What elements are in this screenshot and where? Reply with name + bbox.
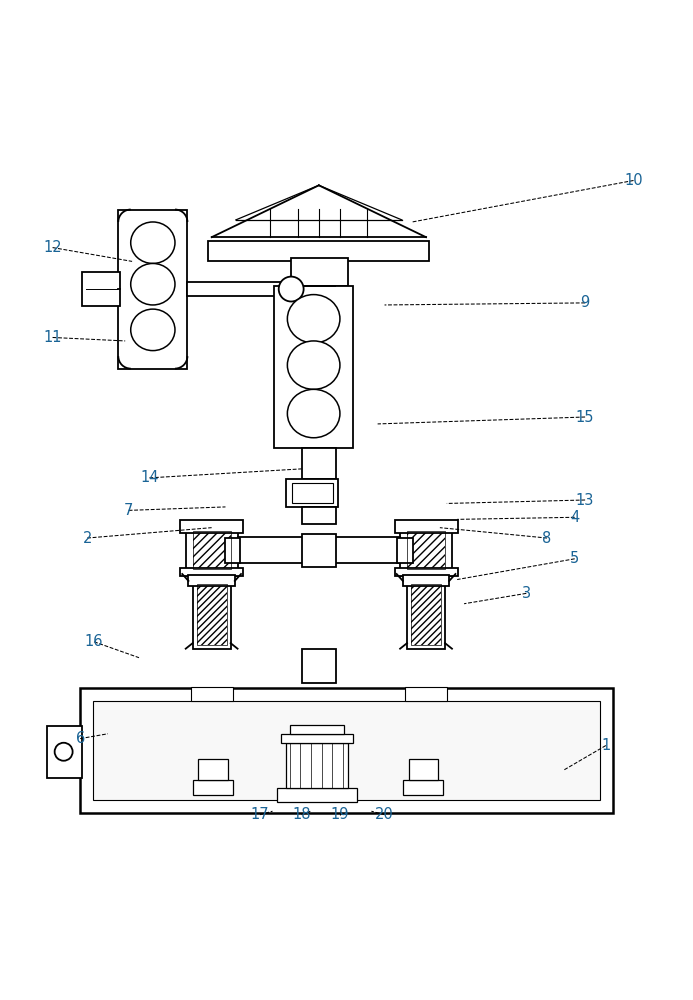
Bar — [274, 286, 353, 448]
Ellipse shape — [131, 222, 175, 263]
Text: 10: 10 — [624, 173, 643, 188]
Ellipse shape — [288, 341, 340, 389]
Text: 8: 8 — [543, 531, 552, 546]
Bar — [394, 568, 457, 576]
Text: 17: 17 — [251, 807, 270, 822]
Bar — [301, 261, 336, 272]
Bar — [82, 272, 121, 306]
Text: 3: 3 — [522, 586, 531, 601]
Bar — [193, 580, 231, 649]
Ellipse shape — [288, 295, 340, 343]
Text: 5: 5 — [570, 551, 579, 566]
Bar — [403, 780, 444, 795]
Bar — [193, 780, 233, 795]
Ellipse shape — [131, 263, 175, 305]
Bar — [197, 584, 227, 645]
Text: 16: 16 — [85, 634, 103, 649]
Bar — [407, 531, 445, 569]
Text: 9: 9 — [581, 295, 590, 310]
Bar — [286, 743, 348, 788]
Bar — [80, 688, 613, 813]
Text: 11: 11 — [44, 330, 62, 345]
Bar — [180, 520, 243, 533]
Bar — [301, 649, 336, 683]
Text: 18: 18 — [292, 807, 310, 822]
Bar — [411, 584, 441, 645]
Bar — [197, 584, 227, 645]
Bar — [188, 575, 235, 586]
Bar — [411, 584, 441, 645]
Bar — [286, 479, 338, 507]
Text: 20: 20 — [375, 807, 394, 822]
Bar — [93, 701, 600, 800]
Ellipse shape — [288, 389, 340, 438]
Bar — [405, 687, 447, 701]
Bar — [403, 575, 449, 586]
Bar — [238, 537, 400, 563]
Text: 1: 1 — [602, 738, 611, 753]
Bar — [301, 507, 336, 524]
Text: 4: 4 — [570, 510, 579, 525]
Bar — [281, 734, 353, 743]
Bar — [198, 759, 227, 780]
Bar — [119, 210, 187, 369]
Bar — [225, 538, 240, 563]
Bar — [290, 725, 344, 734]
Ellipse shape — [55, 743, 73, 761]
Bar — [301, 534, 336, 567]
Bar — [407, 580, 445, 649]
Bar — [47, 726, 82, 778]
Text: 14: 14 — [140, 470, 159, 485]
Text: 15: 15 — [576, 410, 595, 425]
Bar — [193, 531, 231, 569]
Bar — [400, 524, 452, 576]
Bar — [180, 568, 243, 576]
Bar — [409, 759, 438, 780]
Text: 19: 19 — [331, 807, 349, 822]
Bar — [397, 538, 412, 563]
Bar — [277, 788, 357, 802]
Text: 7: 7 — [124, 503, 133, 518]
Text: 2: 2 — [82, 531, 92, 546]
Bar — [186, 524, 238, 576]
Ellipse shape — [279, 277, 304, 302]
Text: 12: 12 — [43, 240, 62, 255]
Bar — [191, 687, 233, 701]
Bar — [208, 241, 430, 261]
Ellipse shape — [131, 309, 175, 351]
Text: 6: 6 — [76, 731, 85, 746]
Bar — [292, 483, 333, 503]
Bar — [187, 282, 291, 296]
Bar — [193, 531, 231, 569]
Bar — [291, 258, 348, 286]
Bar — [301, 448, 336, 479]
Bar — [407, 531, 445, 569]
Text: 13: 13 — [576, 493, 595, 508]
Bar — [394, 520, 457, 533]
